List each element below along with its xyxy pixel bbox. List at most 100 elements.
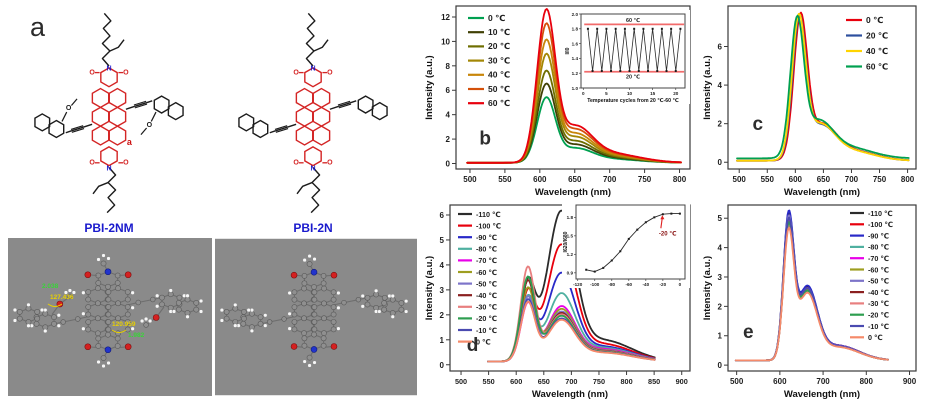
carbon-atom: [95, 285, 101, 292]
legend-label: -90 ℃: [868, 231, 889, 240]
x-tick-label: 600: [510, 377, 522, 386]
hydrogen-atom: [336, 326, 341, 331]
y-axis-title: Intensity (a.u.): [702, 256, 713, 320]
inset-x-tick-label: -100: [590, 282, 600, 287]
y-tick-label: 10: [441, 37, 450, 46]
arm-bond: [338, 101, 351, 108]
y-tick-label: 8: [446, 62, 451, 71]
hydrogen-atom: [249, 328, 255, 334]
hydrogen-atom: [130, 290, 135, 295]
model-annotation: 1.982: [128, 332, 145, 339]
carbon-atom: [176, 294, 183, 301]
hydrogen-atom: [154, 293, 160, 298]
naphthalene-ring: [34, 113, 51, 132]
naphthalene-ring: [167, 101, 184, 121]
x-axis-title: Wavelength (nm): [532, 389, 608, 400]
carbon-atom: [398, 306, 405, 313]
carbon-atom: [33, 320, 40, 327]
perylene-core-ring: [312, 106, 331, 127]
y-tick-label: 4: [718, 81, 723, 90]
legend-label: -50 ℃: [868, 277, 889, 286]
x-tick-label: 800: [620, 377, 632, 386]
carbon-atom: [105, 296, 112, 303]
inset-x-tick-label: -20: [660, 282, 667, 287]
carbon-atom: [115, 315, 121, 322]
carbon-atom: [291, 319, 298, 325]
arm-bond: [65, 130, 72, 134]
y-tick-label: 0: [440, 361, 445, 370]
inset-x-tick-label: -120: [573, 282, 583, 287]
inset-point: [656, 69, 659, 72]
hydrogen-atom: [101, 253, 106, 258]
hydrogen-atom: [147, 318, 153, 324]
methoxy-oxygen-label: O: [147, 122, 153, 129]
carbon-atom: [115, 300, 121, 307]
legend-label: 50 ℃: [488, 84, 510, 94]
inset-point: [623, 27, 626, 30]
carbon-atom: [95, 330, 101, 337]
series-line: [734, 211, 889, 362]
carbon-atom: [306, 354, 313, 361]
hydrogen-atom: [198, 309, 204, 314]
carbon-atom: [60, 319, 66, 325]
carbon-atom: [311, 319, 318, 325]
carbon-atom: [51, 320, 57, 327]
carbon-atom: [95, 300, 101, 307]
inset-point: [637, 69, 640, 72]
carbon-atom: [257, 320, 264, 327]
legend-label: -20 ℃: [868, 311, 889, 320]
naphthalene-ring: [238, 113, 255, 132]
carbon-atom: [291, 311, 298, 318]
perylene-core-ring: [295, 87, 314, 109]
hydrogen-atom: [198, 298, 204, 304]
carbonyl-oxygen-label: O: [123, 160, 129, 167]
hydrogen-atom: [67, 288, 73, 293]
inset-point: [619, 69, 622, 72]
y-tick-label: 5: [718, 214, 723, 223]
hydrogen-atom: [287, 326, 292, 331]
hydrogen-atom: [43, 328, 48, 334]
inset-y-tick-label: 1.2: [567, 252, 574, 257]
methoxy-oxygen-label: O: [66, 105, 72, 112]
carbon-atom: [330, 296, 337, 303]
chart-e: 500 600 700 800 900 0 1 2 3 4 5 Wavelength (nm) Inte…: [702, 204, 917, 400]
hydrogen-atom: [219, 307, 225, 313]
inset-curve: [586, 213, 680, 273]
carbon-atom: [301, 285, 307, 292]
y-axis-title: Intensity (a.u.): [424, 256, 435, 320]
x-tick-label: 650: [538, 377, 550, 386]
legend-label: -110 ℃: [868, 209, 893, 218]
angle-arc: [47, 303, 63, 307]
triple-bond-line: [70, 125, 84, 130]
inset-point: [647, 69, 650, 72]
hydrogen-atom: [233, 302, 238, 308]
oxygen-atom: [84, 343, 92, 351]
x-tick-label: 550: [761, 175, 775, 184]
carbon-atom: [311, 331, 317, 338]
carbon-atom: [105, 311, 112, 318]
alkyl-chain: [101, 12, 112, 67]
inset-y-tick-label: 0.9: [567, 271, 574, 276]
carbon-atom: [193, 306, 200, 313]
x-tick-label: 500: [463, 175, 477, 184]
perylene-core-ring: [108, 87, 127, 109]
carbon-atom: [100, 355, 107, 361]
series-line: [734, 214, 889, 362]
inset-point: [636, 228, 639, 231]
x-axis-title: Wavelength (nm): [535, 187, 611, 198]
carbon-atom: [311, 326, 318, 333]
panel-letter: e: [743, 322, 754, 343]
hydrogen-atom: [171, 309, 177, 314]
inset-y-tick-label: 1.0: [572, 86, 579, 91]
inset-ref-label: 20 ℃: [626, 74, 640, 81]
carbon-atom: [311, 304, 318, 310]
hydrogen-atom: [12, 307, 18, 313]
inset-point: [585, 268, 588, 271]
carbon-atom: [281, 316, 287, 322]
alkyl-chain: [109, 39, 125, 52]
carbon-atom: [301, 342, 308, 349]
perylene-core-ring: [295, 125, 314, 146]
legend-label: 10 ℃: [488, 27, 510, 37]
inset-x-label: Temperature cycles from 20 ℃-60 ℃: [587, 98, 678, 104]
carbonyl-oxygen-label: O: [293, 160, 299, 167]
